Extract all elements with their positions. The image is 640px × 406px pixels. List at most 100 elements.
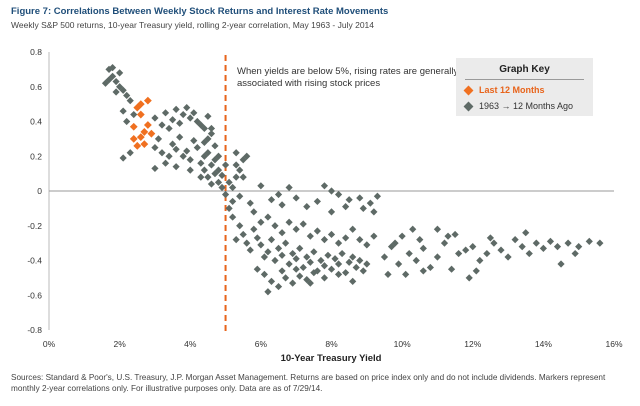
last-12-months-point: [143, 121, 152, 129]
historical-point: [299, 220, 307, 228]
footnote: Sources: Standard & Poor's, U.S. Treasur…: [11, 373, 606, 393]
historical-point: [281, 239, 290, 247]
x-tick-label: 2%: [113, 339, 126, 349]
historical-point: [197, 173, 205, 181]
x-tick-label: 4%: [184, 339, 197, 349]
historical-point: [264, 288, 272, 296]
graph-key-title: Graph Key: [499, 64, 550, 75]
historical-point: [409, 225, 417, 233]
historical-point: [278, 229, 286, 237]
historical-point: [539, 244, 547, 252]
historical-point: [465, 274, 473, 282]
historical-point: [320, 236, 329, 244]
historical-point: [116, 69, 124, 77]
historical-point: [105, 65, 113, 73]
y-tick-label: -0.6: [27, 290, 42, 300]
historical-point: [179, 110, 187, 119]
historical-point: [168, 116, 177, 124]
historical-point: [214, 152, 223, 160]
historical-point: [455, 249, 463, 258]
historical-point: [285, 260, 293, 268]
historical-point: [250, 208, 258, 216]
historical-point: [190, 109, 198, 117]
historical-point: [190, 137, 198, 145]
historical-point: [112, 77, 120, 86]
historical-point: [532, 239, 540, 247]
historical-point: [218, 171, 226, 179]
y-tick-label: 0: [37, 186, 42, 196]
historical-point: [504, 253, 512, 261]
orange-diamond-icon: [463, 85, 474, 95]
historical-point: [204, 149, 212, 157]
historical-point: [271, 256, 279, 265]
historical-point: [232, 173, 240, 181]
y-tick-label: -0.2: [27, 221, 42, 231]
historical-point: [518, 243, 526, 251]
x-tick-label: 0%: [43, 339, 56, 349]
historical-point: [232, 161, 240, 169]
historical-point: [200, 166, 208, 174]
historical-point: [292, 194, 300, 202]
historical-point: [264, 213, 272, 221]
historical-point: [186, 166, 194, 174]
historical-point: [342, 269, 350, 277]
historical-point: [342, 203, 350, 211]
historical-point: [334, 190, 343, 199]
historical-point: [179, 152, 187, 160]
historical-point: [172, 163, 180, 171]
historical-point: [108, 64, 117, 72]
historical-point: [486, 234, 495, 242]
figure-title: Figure 7: Correlations Between Weekly St…: [11, 6, 389, 17]
historical-point: [236, 192, 244, 200]
historical-point: [193, 143, 201, 152]
legend-item-last-12-months: Last 12 Months: [463, 85, 545, 95]
historical-point: [264, 248, 272, 256]
historical-point: [462, 246, 470, 254]
historical-point: [342, 234, 350, 242]
historical-point: [161, 159, 170, 167]
historical-point: [158, 149, 166, 157]
historical-point: [278, 267, 286, 275]
graph-key-divider: [465, 79, 584, 80]
historical-point: [402, 270, 410, 278]
historical-point: [218, 183, 226, 192]
historical-point: [165, 152, 173, 160]
historical-point: [267, 196, 276, 204]
historical-point: [289, 279, 297, 287]
chart-annotation: When yields are below 5%, rising rates a…: [237, 66, 459, 89]
historical-point: [130, 110, 138, 119]
historical-point: [236, 166, 244, 174]
historical-point: [119, 86, 127, 94]
x-tick-label: 14%: [535, 339, 552, 349]
historical-point: [214, 166, 223, 174]
historical-point: [370, 208, 378, 216]
historical-point: [331, 255, 339, 263]
historical-point: [257, 218, 265, 226]
historical-point: [575, 243, 583, 251]
y-tick-label: 0.2: [30, 151, 42, 161]
historical-point: [557, 260, 565, 268]
historical-point: [405, 249, 413, 258]
last-12-months-point: [136, 100, 145, 109]
historical-point: [296, 272, 304, 280]
historical-point: [158, 121, 166, 129]
x-tick-label: 12%: [464, 339, 481, 349]
x-tick-label: 8%: [325, 339, 338, 349]
y-tick-label: -0.8: [27, 325, 42, 335]
historical-point: [126, 97, 134, 105]
historical-point: [285, 218, 293, 226]
historical-point: [320, 262, 329, 270]
historical-point: [303, 203, 311, 211]
historical-point: [281, 274, 290, 282]
historical-point: [207, 180, 216, 188]
historical-point: [267, 236, 276, 244]
legend-label-historical: 1963 → 12 Months Ago: [479, 101, 574, 111]
historical-point: [303, 253, 311, 261]
historical-point: [310, 248, 318, 256]
historical-point: [151, 164, 159, 173]
historical-point: [119, 154, 127, 162]
historical-point: [363, 241, 371, 249]
historical-point: [260, 270, 269, 278]
historical-point: [221, 161, 230, 169]
historical-point: [267, 277, 276, 285]
